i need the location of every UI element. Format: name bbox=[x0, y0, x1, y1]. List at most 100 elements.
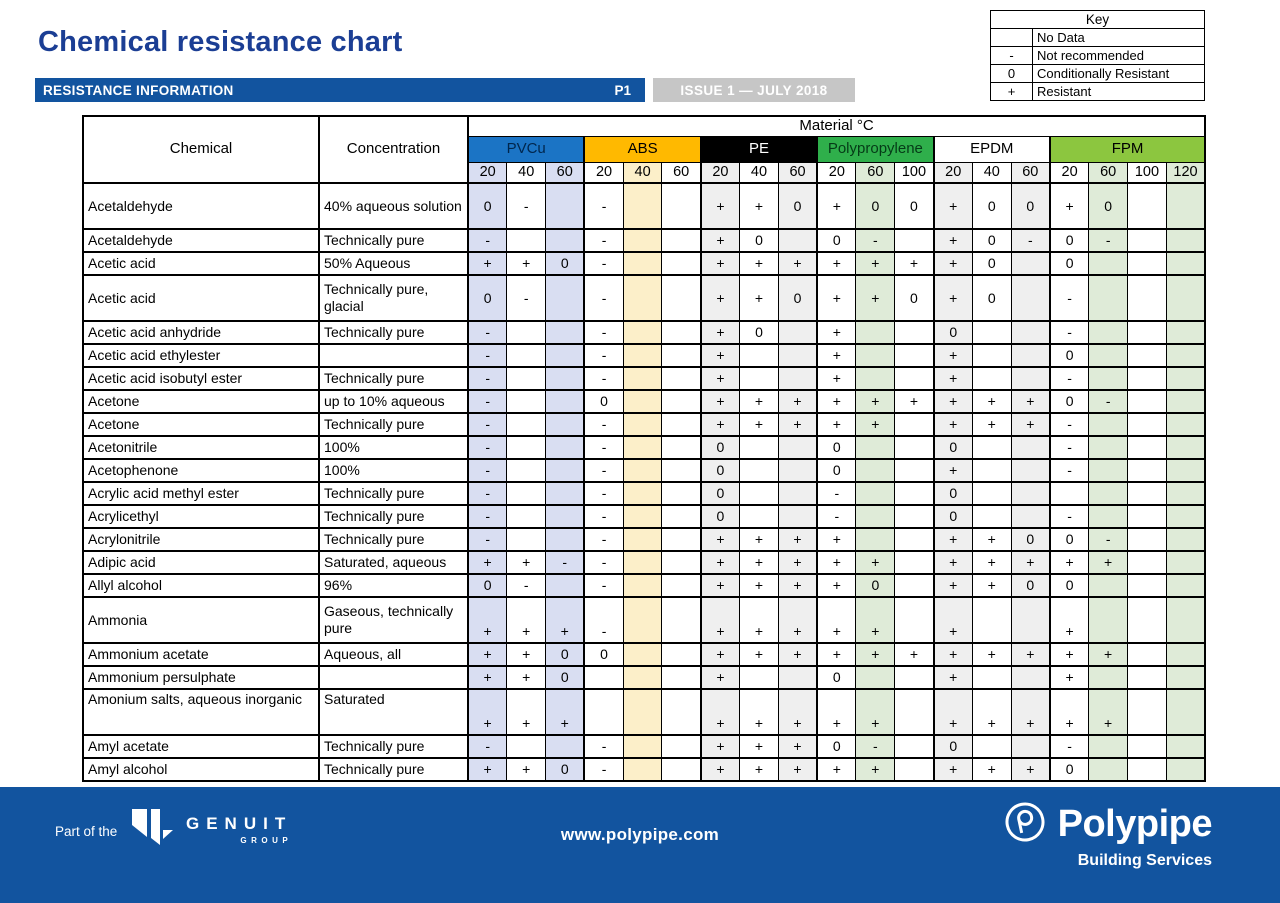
rating-cell bbox=[739, 343, 779, 369]
rating-cell: - bbox=[467, 228, 508, 254]
key-meaning: No Data bbox=[1032, 28, 1205, 47]
rating-cell bbox=[661, 343, 702, 369]
rating-cell bbox=[506, 228, 547, 254]
rating-cell: + bbox=[1010, 412, 1051, 438]
rating-cell bbox=[1088, 458, 1129, 484]
rating-cell: 0 bbox=[932, 435, 973, 461]
rating-cell: 0 bbox=[545, 665, 585, 691]
rating-cell: + bbox=[816, 527, 857, 553]
temp-header: 40 bbox=[739, 161, 779, 185]
rating-cell: + bbox=[699, 642, 741, 668]
rating-cell: - bbox=[583, 366, 624, 392]
table-row: Acrylonitrile Technically pure - - + + + + + +0 0- bbox=[82, 527, 1206, 553]
rating-cell bbox=[1010, 251, 1051, 277]
rating-cell bbox=[894, 734, 935, 760]
rating-cell: - bbox=[1088, 228, 1129, 254]
rating-cell: + bbox=[699, 550, 741, 576]
rating-cell bbox=[971, 458, 1012, 484]
temp-header: 40 bbox=[971, 161, 1012, 185]
rating-cell bbox=[545, 504, 585, 530]
rating-cell: + bbox=[932, 665, 973, 691]
rating-cell: + bbox=[855, 412, 896, 438]
rating-cell: + bbox=[932, 596, 973, 645]
rating-cell: 0 bbox=[816, 458, 857, 484]
rating-cell: 0 bbox=[1048, 251, 1090, 277]
concentration-value: Technically pure bbox=[318, 412, 469, 438]
concentration-value: Technically pure bbox=[318, 734, 469, 760]
rating-cell bbox=[971, 481, 1012, 507]
rating-cell bbox=[1127, 228, 1167, 254]
rating-cell: - bbox=[467, 412, 508, 438]
rating-cell bbox=[622, 458, 663, 484]
chemical-name: Ammonium acetate bbox=[82, 642, 320, 668]
rating-cell bbox=[777, 228, 818, 254]
rating-cell: + bbox=[739, 274, 779, 323]
rating-cell: - bbox=[467, 366, 508, 392]
rating-cell bbox=[1127, 389, 1167, 415]
rating-cell bbox=[894, 228, 935, 254]
rating-cell: + bbox=[971, 642, 1012, 668]
rating-cell: + bbox=[467, 665, 508, 691]
table-row: Acetic acid anhydride Technically pure - - +… bbox=[82, 320, 1206, 346]
concentration-value: Aqueous, all bbox=[318, 642, 469, 668]
rating-cell: 0 bbox=[583, 642, 624, 668]
rating-cell: - bbox=[1048, 435, 1090, 461]
rating-cell: + bbox=[699, 757, 741, 783]
rating-cell bbox=[894, 320, 935, 346]
chemical-name: Acetic acid bbox=[82, 274, 320, 323]
rating-cell: - bbox=[816, 504, 857, 530]
concentration-value: Technically pure bbox=[318, 527, 469, 553]
rating-cell: 0 bbox=[1048, 573, 1090, 599]
rating-cell: 0 bbox=[545, 642, 585, 668]
rating-cell: - bbox=[1048, 412, 1090, 438]
rating-cell: + bbox=[777, 573, 818, 599]
rating-cell bbox=[1127, 642, 1167, 668]
rating-cell: + bbox=[1088, 642, 1129, 668]
rating-cell: 0 bbox=[816, 435, 857, 461]
chemical-name: Ammonia bbox=[82, 596, 320, 645]
rating-cell bbox=[739, 665, 779, 691]
rating-cell: + bbox=[1010, 389, 1051, 415]
rating-cell: - bbox=[583, 458, 624, 484]
rating-cell bbox=[661, 527, 702, 553]
rating-cell bbox=[661, 757, 702, 783]
rating-cell bbox=[1165, 688, 1206, 737]
rating-cell: 0 bbox=[545, 251, 585, 277]
chemical-name: Acetone bbox=[82, 389, 320, 415]
temp-header: 100 bbox=[1127, 161, 1167, 185]
rating-cell: + bbox=[699, 412, 741, 438]
rating-cell: + bbox=[816, 642, 857, 668]
rating-cell: + bbox=[699, 343, 741, 369]
material-header-polypropylene: Polypropylene bbox=[816, 135, 935, 163]
rating-cell: + bbox=[699, 596, 741, 645]
rating-cell: + bbox=[932, 642, 973, 668]
rating-cell bbox=[777, 366, 818, 392]
rating-cell: + bbox=[699, 389, 741, 415]
rating-cell: 0 bbox=[971, 251, 1012, 277]
chemical-name: Acetophenone bbox=[82, 458, 320, 484]
concentration-value: 100% bbox=[318, 435, 469, 461]
rating-cell: - bbox=[583, 527, 624, 553]
rating-cell bbox=[1165, 573, 1206, 599]
rating-cell bbox=[1088, 251, 1129, 277]
rating-cell bbox=[506, 412, 547, 438]
rating-cell bbox=[971, 596, 1012, 645]
rating-cell bbox=[1165, 274, 1206, 323]
resistance-info-bar: RESISTANCE INFORMATION P1 bbox=[35, 78, 645, 102]
rating-cell bbox=[777, 435, 818, 461]
material-header-pe: PE bbox=[699, 135, 818, 163]
rating-cell: 0 bbox=[739, 228, 779, 254]
rating-cell bbox=[661, 481, 702, 507]
rating-cell: - bbox=[467, 504, 508, 530]
polypipe-logo-icon bbox=[1002, 799, 1048, 850]
rating-cell: + bbox=[1088, 688, 1129, 737]
rating-cell: - bbox=[1048, 734, 1090, 760]
rating-cell bbox=[1088, 343, 1129, 369]
rating-cell: + bbox=[1088, 550, 1129, 576]
chemical-name: Acetaldehyde bbox=[82, 182, 320, 231]
resistance-info-label: RESISTANCE INFORMATION bbox=[43, 82, 234, 98]
rating-cell: - bbox=[467, 527, 508, 553]
table-row: Adipic acid Saturated, aqueous + + - - + + + + + + +… bbox=[82, 550, 1206, 576]
rating-cell: + bbox=[777, 412, 818, 438]
material-header-pvcu: PVCu bbox=[466, 135, 585, 163]
